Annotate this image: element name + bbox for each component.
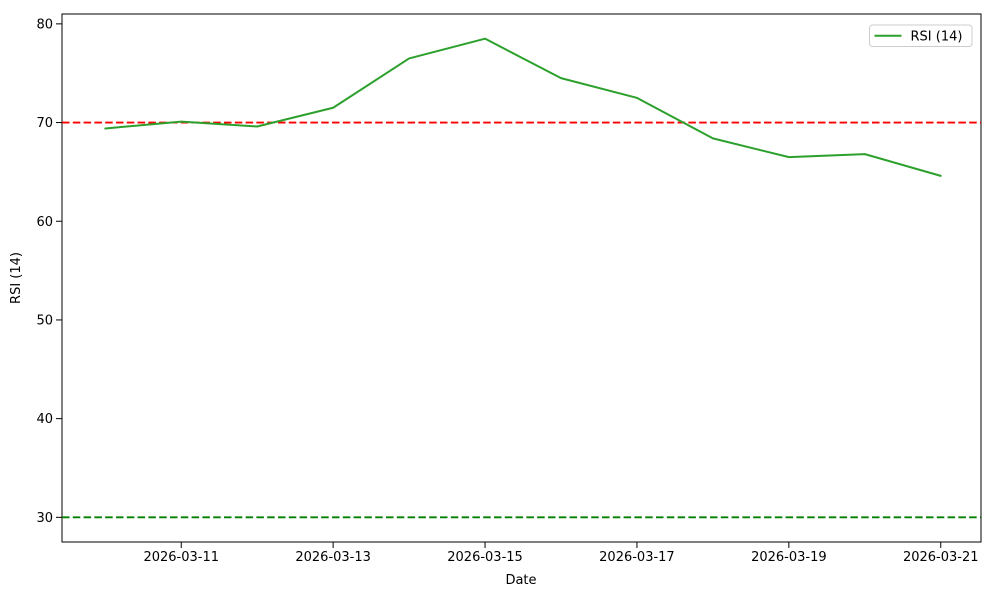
y-tick-label: 40	[36, 412, 53, 427]
y-tick-label: 50	[36, 313, 53, 328]
y-tick-label: 70	[36, 116, 53, 131]
x-tick-label: 2026-03-15	[447, 550, 523, 565]
x-axis-ticks: 2026-03-11 2026-03-13 2026-03-15 2026-03-17…	[143, 542, 979, 565]
y-axis-label: RSI (14)	[9, 252, 24, 304]
x-tick-label: 2026-03-11	[143, 550, 219, 565]
series-lines	[104, 37, 942, 177]
x-tick-label: 2026-03-13	[295, 550, 371, 565]
y-tick-label: 30	[36, 511, 53, 526]
x-axis-label: Date	[505, 573, 536, 588]
plot-area	[61, 13, 982, 543]
legend: RSI (14)	[869, 24, 973, 47]
x-tick-label: 2026-03-21	[903, 550, 979, 565]
y-tick-label: 60	[36, 215, 53, 230]
rsi-line	[104, 37, 942, 177]
y-axis-ticks: 30 40 50 60 70 80	[36, 17, 62, 526]
reference-lines	[62, 121, 981, 519]
legend-label: RSI (14)	[911, 29, 963, 44]
x-tick-label: 2026-03-17	[599, 550, 675, 565]
x-tick-label: 2026-03-19	[751, 550, 827, 565]
legend-box	[869, 24, 973, 47]
y-tick-label: 80	[36, 17, 53, 32]
